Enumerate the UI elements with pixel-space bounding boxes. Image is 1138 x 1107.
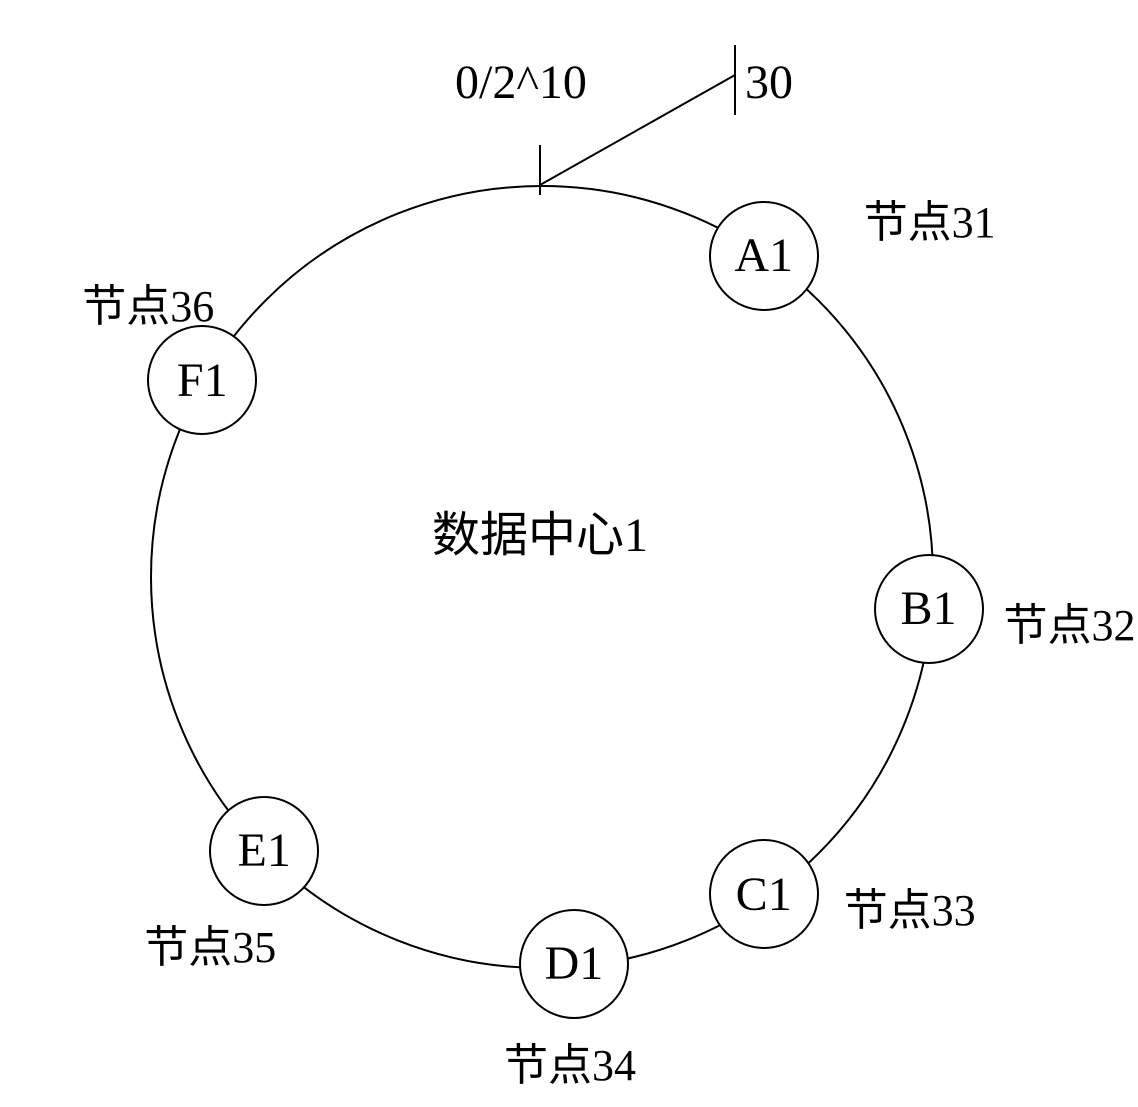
node-id-D1: D1 [545,936,604,991]
node-B1: B1 [874,554,984,664]
node-C1: C1 [709,839,819,949]
node-label-E1: 节点35 [144,911,276,975]
ref-30-label: 30 [745,55,793,110]
node-id-C1: C1 [736,867,792,922]
zero-label: 0/2^10 [455,55,587,110]
node-label-B1: 节点32 [1004,589,1136,653]
node-A1: A1 [709,201,819,311]
node-id-F1: F1 [177,353,228,408]
node-label-D1: 节点34 [504,1029,636,1093]
node-E1: E1 [209,796,319,906]
node-D1: D1 [519,909,629,1019]
node-label-F1: 节点36 [82,270,214,334]
node-id-A1: A1 [734,228,793,283]
diagram-stage: 0/2^10 30 数据中心1 A1 节点31 B1 节点32 C1 节点33 D1 节点34… [0,0,1138,1107]
node-id-E1: E1 [238,823,291,878]
node-id-B1: B1 [901,581,957,636]
node-label-C1: 节点33 [844,874,976,938]
node-F1: F1 [147,325,257,435]
center-title: 数据中心1 [432,495,648,565]
node-label-A1: 节点31 [864,186,996,250]
